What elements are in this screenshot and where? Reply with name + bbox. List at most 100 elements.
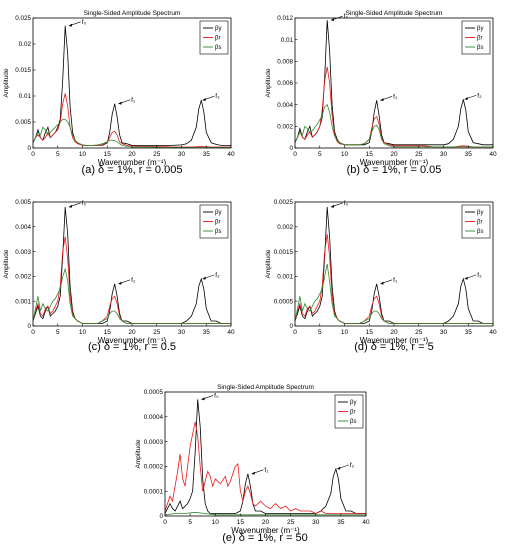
y-tick-label: 0.015 [15, 67, 31, 74]
x-tick-label: 35 [465, 329, 473, 336]
x-tick-label: 15 [366, 151, 374, 158]
annotation-label: f₀ [344, 200, 349, 207]
x-tick-label: 30 [178, 329, 186, 336]
legend-label: βs [477, 229, 483, 235]
y-tick-label: 0.0003 [144, 439, 164, 446]
x-tick-label: 5 [318, 151, 322, 158]
y-tick-label: 0 [27, 323, 31, 330]
annotation-label: f₂ [215, 93, 220, 100]
series-line-beta-s [33, 267, 231, 324]
y-tick-label: 0.001 [15, 298, 31, 305]
chart-title: Single-Sided Amplitude Spectrum [217, 384, 314, 391]
annotation-label: f₀ [82, 19, 87, 26]
x-tick-label: 0 [31, 329, 35, 336]
y-axis-label: Amplitude [135, 439, 142, 468]
x-tick-label: 25 [153, 329, 161, 336]
y-tick-label: 0.005 [15, 199, 31, 206]
y-tick-label: 0.002 [277, 224, 293, 231]
y-tick-label: 0.002 [277, 124, 293, 131]
x-tick-label: 25 [415, 151, 423, 158]
annotation-label: f₂ [350, 462, 355, 469]
y-tick-label: 0.0025 [274, 199, 294, 206]
annotation-label: f₁ [131, 97, 136, 104]
y-tick-label: 0.008 [277, 59, 293, 66]
x-tick-label: 5 [56, 151, 60, 158]
annotation-arrowhead [464, 276, 468, 280]
y-axis-label: Amplitude [3, 68, 10, 97]
y-tick-label: 0.0015 [274, 249, 294, 256]
x-tick-label: 5 [318, 329, 322, 336]
x-tick-label: 20 [390, 329, 398, 336]
y-tick-label: 0.02 [19, 41, 32, 48]
annotation-label: f₂ [477, 272, 482, 279]
panel-caption: (d) δ = 1%, r = 5 [354, 341, 434, 353]
chart-title: Single-Sided Amplitude Spectrum [346, 10, 443, 17]
annotation-label: f₀ [214, 392, 219, 399]
annotation-arrowhead [201, 397, 205, 401]
x-tick-label: 15 [104, 151, 112, 158]
y-tick-label: 0.025 [15, 15, 31, 22]
series-line-beta-s [295, 263, 493, 324]
legend-label: βr [215, 220, 220, 226]
legend-label: βr [215, 36, 220, 42]
y-tick-label: 0.01 [19, 93, 32, 100]
y-tick-label: 0.005 [15, 119, 31, 126]
x-tick-label: 35 [337, 519, 345, 526]
annotation-arrowhead [464, 97, 468, 101]
x-tick-label: 25 [287, 519, 295, 526]
x-tick-label: 35 [203, 329, 211, 336]
y-tick-label: 0 [27, 145, 31, 152]
series-line-beta-s [33, 119, 231, 148]
annotation-arrowhead [202, 276, 206, 280]
legend-label: βy [350, 400, 356, 406]
x-axis-label: Wavenumber (m⁻¹) [98, 336, 167, 345]
series-line-beta-s [295, 104, 493, 148]
legend-label: βr [350, 410, 355, 416]
panel-caption: (e) δ = 1%, r = 50 [222, 532, 308, 544]
annotation-arrowhead [68, 23, 73, 27]
chart-panel-a: Single-Sided Amplitude Spectrum 0 5 10 15 20 2… [3, 10, 235, 176]
chart-panel-e: Single-Sided Amplitude Spectrum 0 5 10 15 20 2… [135, 384, 370, 544]
y-tick-label: 0.0002 [144, 464, 164, 471]
y-tick-label: 0.004 [277, 102, 293, 109]
x-tick-label: 20 [262, 519, 270, 526]
x-tick-label: 40 [362, 519, 370, 526]
y-tick-label: 0.0004 [144, 414, 164, 421]
y-tick-label: 0.006 [277, 80, 293, 87]
annotation-arrowhead [118, 101, 122, 105]
legend-label: βs [350, 419, 356, 425]
y-tick-label: 0.0005 [144, 389, 164, 396]
y-tick-label: 0.0005 [274, 298, 294, 305]
legend-label: βs [477, 45, 483, 51]
y-tick-label: 0 [289, 145, 293, 152]
x-axis-label: Wavenumber (m⁻¹) [231, 526, 300, 535]
x-tick-label: 30 [440, 151, 448, 158]
x-tick-label: 25 [415, 329, 423, 336]
annotation-arrowhead [251, 471, 255, 475]
panel-caption: (b) δ = 1%, r = 0.05 [347, 164, 442, 176]
annotation-label: f₁ [131, 277, 136, 284]
x-tick-label: 5 [56, 329, 60, 336]
x-tick-label: 0 [163, 519, 167, 526]
x-tick-label: 40 [489, 151, 497, 158]
series-line-beta-y [33, 206, 231, 324]
legend-label: βy [477, 26, 483, 32]
annotation-arrowhead [336, 466, 341, 470]
annotation-label: f₀ [82, 200, 87, 207]
annotation-label: f₂ [215, 272, 220, 279]
x-tick-label: 30 [178, 151, 186, 158]
annotation-label: f₂ [477, 92, 482, 99]
x-tick-label: 10 [341, 151, 349, 158]
x-tick-label: 20 [390, 151, 398, 158]
y-axis-label: Amplitude [265, 68, 272, 97]
x-tick-label: 10 [341, 329, 349, 336]
series-line-beta-r [165, 421, 366, 514]
series-line-beta-y [295, 206, 493, 324]
y-tick-label: 0 [159, 513, 163, 520]
legend-label: βr [477, 36, 482, 42]
panel-caption: (a) δ = 1%, r = 0.005 [82, 164, 183, 176]
annotation-arrowhead [380, 98, 384, 102]
x-tick-label: 35 [203, 151, 211, 158]
